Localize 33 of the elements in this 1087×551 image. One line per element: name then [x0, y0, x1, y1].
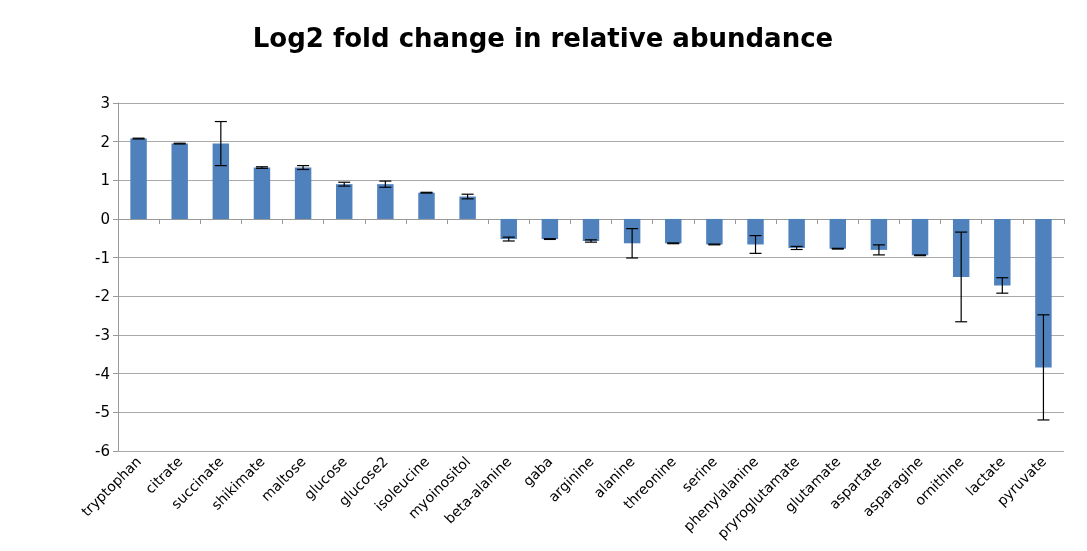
- bar: [1035, 218, 1052, 368]
- y-tick-label: -1: [95, 248, 110, 267]
- bar: [541, 218, 559, 240]
- y-tick-label: -2: [95, 287, 110, 306]
- bar: [377, 184, 394, 219]
- y-tick-label: -5: [95, 403, 110, 422]
- bar: [335, 184, 353, 219]
- bar: [747, 218, 764, 245]
- bar: [829, 218, 847, 249]
- bar: [952, 218, 970, 277]
- y-tick-label: -3: [95, 325, 110, 344]
- y-tick-label: 1: [100, 171, 110, 190]
- y-tick-label: 2: [100, 132, 110, 151]
- bar: [171, 143, 188, 219]
- bar: [788, 218, 805, 248]
- bar: [911, 218, 929, 256]
- bar: [582, 218, 600, 241]
- bar: [706, 218, 723, 245]
- bar: [459, 196, 476, 219]
- bar: [294, 167, 312, 219]
- bar: [212, 143, 230, 219]
- bar: [870, 218, 888, 250]
- bar: [665, 218, 682, 244]
- bar: [994, 218, 1011, 286]
- bar: [500, 218, 517, 240]
- bar: [253, 167, 271, 219]
- y-tick-label: 3: [100, 94, 110, 112]
- y-tick-label: 0: [100, 209, 110, 228]
- bar: [130, 138, 147, 219]
- y-tick-label: -6: [95, 441, 110, 460]
- y-tick-label: -4: [95, 364, 110, 383]
- chart-title: Log2 fold change in relative abundance: [252, 23, 834, 53]
- bar: [418, 192, 435, 219]
